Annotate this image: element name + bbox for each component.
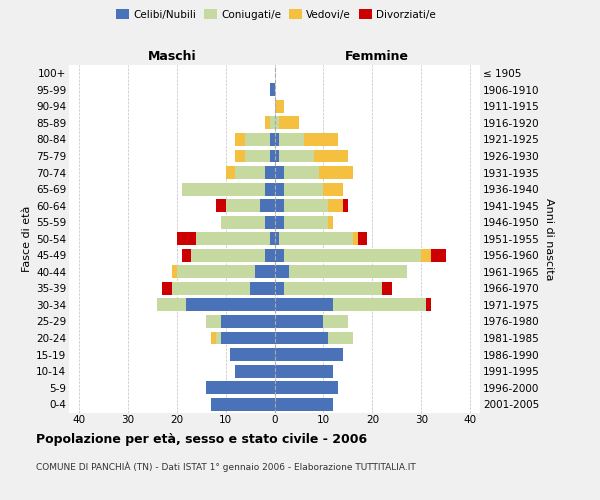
Bar — [235, 133, 245, 146]
Bar — [275, 332, 328, 344]
Bar — [328, 216, 333, 228]
Bar — [255, 266, 275, 278]
Bar — [280, 133, 304, 146]
Bar — [284, 249, 421, 262]
Bar — [211, 332, 216, 344]
Bar — [358, 232, 367, 245]
Bar — [265, 166, 275, 179]
Bar — [172, 266, 176, 278]
Bar — [235, 364, 275, 378]
Bar — [280, 150, 314, 162]
Bar — [235, 150, 245, 162]
Y-axis label: Fasce di età: Fasce di età — [22, 206, 32, 272]
Text: COMUNE DI PANCHIÀ (TN) - Dati ISTAT 1° gennaio 2006 - Elaborazione TUTTITALIA.IT: COMUNE DI PANCHIÀ (TN) - Dati ISTAT 1° g… — [36, 461, 416, 471]
Bar — [275, 249, 284, 262]
Bar — [265, 182, 275, 196]
Bar — [304, 133, 338, 146]
Bar — [382, 282, 392, 295]
Bar — [275, 381, 338, 394]
Bar — [275, 298, 333, 312]
Bar — [323, 182, 343, 196]
Bar — [162, 282, 172, 295]
Bar — [245, 150, 269, 162]
Bar — [216, 332, 221, 344]
Bar — [328, 199, 343, 212]
Bar — [265, 216, 275, 228]
Bar — [206, 381, 275, 394]
Bar — [172, 282, 250, 295]
Bar — [157, 298, 187, 312]
Bar — [284, 199, 328, 212]
Bar — [323, 315, 348, 328]
Bar — [269, 116, 275, 130]
Bar — [206, 315, 221, 328]
Bar — [343, 199, 348, 212]
Bar — [216, 199, 226, 212]
Bar — [269, 84, 275, 96]
Bar — [421, 249, 431, 262]
Bar — [265, 116, 269, 130]
Bar — [284, 282, 382, 295]
Bar — [182, 182, 265, 196]
Y-axis label: Anni di nascita: Anni di nascita — [544, 198, 554, 280]
Bar — [269, 232, 275, 245]
Bar — [275, 216, 284, 228]
Bar — [284, 182, 323, 196]
Bar — [211, 398, 275, 410]
Text: Femmine: Femmine — [345, 50, 409, 62]
Bar — [333, 298, 426, 312]
Bar — [353, 232, 358, 245]
Bar — [426, 298, 431, 312]
Bar — [275, 315, 323, 328]
Bar — [319, 166, 353, 179]
Bar — [275, 398, 333, 410]
Bar — [235, 166, 265, 179]
Bar — [221, 315, 275, 328]
Bar — [226, 166, 235, 179]
Bar — [275, 364, 333, 378]
Bar — [275, 166, 284, 179]
Bar — [265, 249, 275, 262]
Bar — [431, 249, 446, 262]
Bar — [230, 348, 275, 361]
Bar — [250, 282, 275, 295]
Bar — [275, 232, 280, 245]
Bar — [275, 150, 280, 162]
Bar — [187, 298, 275, 312]
Bar — [275, 100, 284, 113]
Bar — [280, 116, 299, 130]
Bar — [275, 348, 343, 361]
Bar — [260, 199, 275, 212]
Bar — [269, 150, 275, 162]
Legend: Celibi/Nubili, Coniugati/e, Vedovi/e, Divorziati/e: Celibi/Nubili, Coniugati/e, Vedovi/e, Di… — [112, 5, 440, 24]
Bar — [280, 232, 353, 245]
Bar — [275, 266, 289, 278]
Bar — [182, 249, 191, 262]
Bar — [284, 166, 319, 179]
Bar — [176, 232, 196, 245]
Bar — [191, 249, 265, 262]
Bar — [176, 266, 255, 278]
Bar — [275, 282, 284, 295]
Bar — [245, 133, 269, 146]
Text: Popolazione per età, sesso e stato civile - 2006: Popolazione per età, sesso e stato civil… — [36, 432, 367, 446]
Bar — [289, 266, 407, 278]
Bar — [284, 216, 328, 228]
Bar — [275, 199, 284, 212]
Bar — [314, 150, 348, 162]
Bar — [221, 332, 275, 344]
Bar — [328, 332, 353, 344]
Bar — [275, 182, 284, 196]
Bar — [269, 133, 275, 146]
Text: Maschi: Maschi — [148, 50, 196, 62]
Bar — [275, 133, 280, 146]
Bar — [226, 199, 260, 212]
Bar — [196, 232, 269, 245]
Bar — [221, 216, 265, 228]
Bar — [275, 116, 280, 130]
